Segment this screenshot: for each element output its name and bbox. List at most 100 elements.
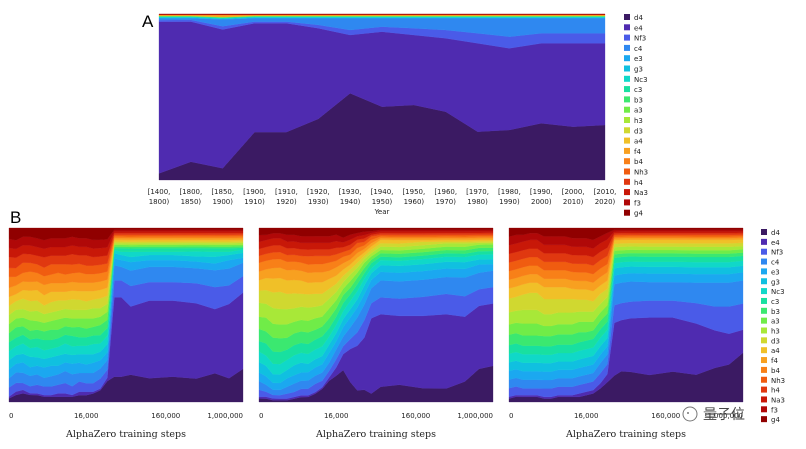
legend-label-a: e4 xyxy=(634,24,643,32)
x-axis-label-b3: AlphaZero training steps xyxy=(565,429,686,440)
legend-label-b: a4 xyxy=(771,347,780,355)
legend-label-b: h4 xyxy=(771,387,780,395)
x-tick-label-a: 1960) xyxy=(404,198,425,206)
x-tick-label-b1: 0 xyxy=(9,412,13,420)
legend-panel-a: d4 e4 Nf3 c4 e3 g3 Nc3 c3 b3 a3 h3 d3 a4 f4 b4 Nh3 h4 Na3… xyxy=(624,14,648,218)
x-tick-label-a: 1900) xyxy=(212,198,233,206)
legend-swatch-a xyxy=(624,86,630,93)
legend-label-a: Nf3 xyxy=(634,35,646,43)
x-tick-label-b3: 16,000 xyxy=(574,412,599,420)
legend-label-a: Nh3 xyxy=(634,169,648,177)
legend-swatch-b xyxy=(761,366,767,373)
legend-label-a: g4 xyxy=(634,210,643,218)
area-g4-b2 xyxy=(258,227,494,238)
x-tick-label-a: [2010, xyxy=(594,188,617,196)
legend-label-a: e3 xyxy=(634,55,643,63)
legend-label-a: g3 xyxy=(634,66,643,74)
legend-label-b: h3 xyxy=(771,328,780,336)
x-tick-label-a: 1980) xyxy=(467,198,488,206)
x-tick-label-a: 2010) xyxy=(563,198,584,206)
legend-swatch-a xyxy=(624,209,630,216)
legend-label-b: f4 xyxy=(771,357,778,365)
x-tick-label-a: [1400, xyxy=(148,188,171,196)
x-tick-label-a: [2000, xyxy=(562,188,585,196)
chart-panel-b3: 0 16,000 160,000 1,000,000 AlphaZero trainin… xyxy=(508,227,744,440)
legend-swatch-b xyxy=(761,416,767,423)
x-tick-label-a: [1900, xyxy=(243,188,266,196)
x-axis-label-b1: AlphaZero training steps xyxy=(65,429,186,440)
x-tick-label-b3: 0 xyxy=(509,412,513,420)
legend-swatch-a xyxy=(624,199,630,206)
legend-swatch-a xyxy=(624,24,630,31)
x-tick-label-a: [1980, xyxy=(498,188,521,196)
x-tick-label-a: [1990, xyxy=(530,188,553,196)
legend-label-b: e3 xyxy=(771,268,780,276)
legend-swatch-a xyxy=(624,106,630,113)
legend-label-b: Nh3 xyxy=(771,377,785,385)
x-tick-label-b2: 160,000 xyxy=(401,412,430,420)
legend-label-a: a4 xyxy=(634,138,643,146)
x-tick-label-a: 1970) xyxy=(435,198,456,206)
legend-label-a: f3 xyxy=(634,199,641,207)
legend-label-a: b3 xyxy=(634,96,643,104)
legend-swatch-b xyxy=(761,268,767,275)
legend-label-b: b4 xyxy=(771,367,780,375)
legend-swatch-b xyxy=(761,317,767,324)
legend-swatch-a xyxy=(624,178,630,185)
x-tick-label-a: 1930) xyxy=(308,198,329,206)
legend-swatch-a xyxy=(624,34,630,41)
legend-label-a: c3 xyxy=(634,86,642,94)
x-tick-label-a: 1950) xyxy=(372,198,393,206)
legend-swatch-b xyxy=(761,307,767,314)
legend-swatch-a xyxy=(624,44,630,51)
legend-swatch-b xyxy=(761,278,767,285)
x-tick-label-a: 1800) xyxy=(149,198,170,206)
area-g4-b3 xyxy=(508,227,744,241)
x-tick-label-a: [1960, xyxy=(434,188,457,196)
legend-swatch-a xyxy=(624,137,630,144)
legend-swatch-b xyxy=(761,406,767,413)
legend-label-a: a3 xyxy=(634,107,643,115)
legend-swatch-b xyxy=(761,248,767,255)
watermark: 量子位 xyxy=(682,406,745,423)
x-tick-label-b2: 16,000 xyxy=(324,412,349,420)
watermark-logo-icon xyxy=(682,406,698,422)
legend-swatch-b xyxy=(761,396,767,403)
legend-swatch-b xyxy=(761,357,767,364)
legend-label-b: d3 xyxy=(771,337,780,345)
legend-swatch-b xyxy=(761,229,767,235)
x-tick-label-a: [1920, xyxy=(307,188,330,196)
x-tick-label-a: [1970, xyxy=(466,188,489,196)
x-axis-label-a: Year xyxy=(374,208,390,216)
x-tick-label-a: [1800, xyxy=(179,188,202,196)
chart-panel-b1: 0 16,000 160,000 1,000,000 AlphaZero trainin… xyxy=(8,227,244,440)
legend-swatch-b xyxy=(761,347,767,354)
legend-label-a: h4 xyxy=(634,179,643,187)
x-tick-label-a: 1920) xyxy=(276,198,297,206)
legend-label-b: Na3 xyxy=(771,396,785,404)
legend-swatch-b xyxy=(761,297,767,304)
x-tick-label-a: 1850) xyxy=(181,198,202,206)
legend-swatch-b xyxy=(761,386,767,393)
x-tick-label-b3: 160,000 xyxy=(651,412,680,420)
legend-swatch-a xyxy=(624,96,630,103)
legend-label-a: b4 xyxy=(634,158,643,166)
legend-label-a: Na3 xyxy=(634,189,648,197)
legend-swatch-a xyxy=(624,147,630,154)
legend-swatch-a xyxy=(624,117,630,123)
legend-label-b: a3 xyxy=(771,318,780,326)
watermark-logo-dot-icon xyxy=(687,412,689,414)
panel-label-b: B xyxy=(10,208,21,227)
legend-swatch-a xyxy=(624,65,630,72)
legend-label-a: Nc3 xyxy=(634,76,648,84)
x-axis-label-b2: AlphaZero training steps xyxy=(315,429,436,440)
x-tick-label-a: 2020) xyxy=(595,198,616,206)
x-tick-label-a: [1950, xyxy=(402,188,425,196)
legend-swatch-a xyxy=(624,189,630,196)
legend-swatch-a xyxy=(624,14,630,20)
legend-swatch-b xyxy=(761,376,767,383)
area-g4-b1 xyxy=(8,227,244,241)
legend-label-b: g3 xyxy=(771,278,780,286)
